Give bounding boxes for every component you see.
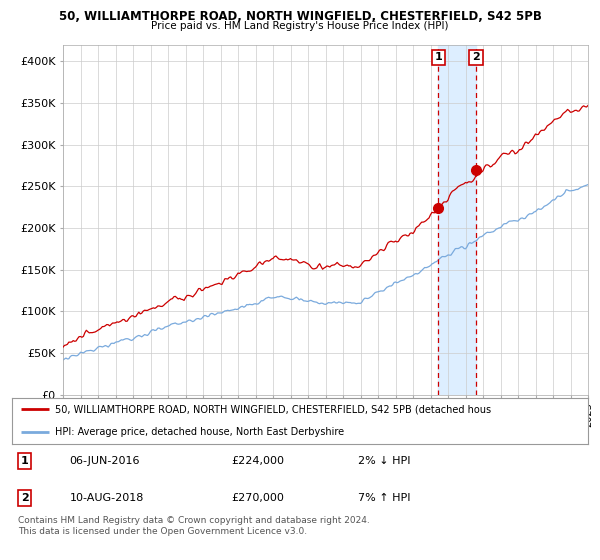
Text: £270,000: £270,000 [231, 493, 284, 503]
Text: HPI: Average price, detached house, North East Derbyshire: HPI: Average price, detached house, Nort… [55, 427, 344, 437]
Text: 10-AUG-2018: 10-AUG-2018 [70, 493, 144, 503]
Text: 50, WILLIAMTHORPE ROAD, NORTH WINGFIELD, CHESTERFIELD, S42 5PB: 50, WILLIAMTHORPE ROAD, NORTH WINGFIELD,… [59, 10, 541, 23]
Text: 1: 1 [434, 52, 442, 62]
Text: 2: 2 [472, 52, 480, 62]
Text: £224,000: £224,000 [231, 456, 284, 466]
Text: 50, WILLIAMTHORPE ROAD, NORTH WINGFIELD, CHESTERFIELD, S42 5PB (detached hous: 50, WILLIAMTHORPE ROAD, NORTH WINGFIELD,… [55, 404, 491, 414]
Bar [439, 45, 476, 395]
Text: 1: 1 [21, 456, 29, 466]
Text: Price paid vs. HM Land Registry's House Price Index (HPI): Price paid vs. HM Land Registry's House … [151, 21, 449, 31]
Text: 06-JUN-2016: 06-JUN-2016 [70, 456, 140, 466]
Text: 2: 2 [21, 493, 29, 503]
Text: 2% ↓ HPI: 2% ↓ HPI [358, 456, 410, 466]
Text: 7% ↑ HPI: 7% ↑ HPI [358, 493, 410, 503]
Text: Contains HM Land Registry data © Crown copyright and database right 2024.
This d: Contains HM Land Registry data © Crown c… [18, 516, 370, 536]
